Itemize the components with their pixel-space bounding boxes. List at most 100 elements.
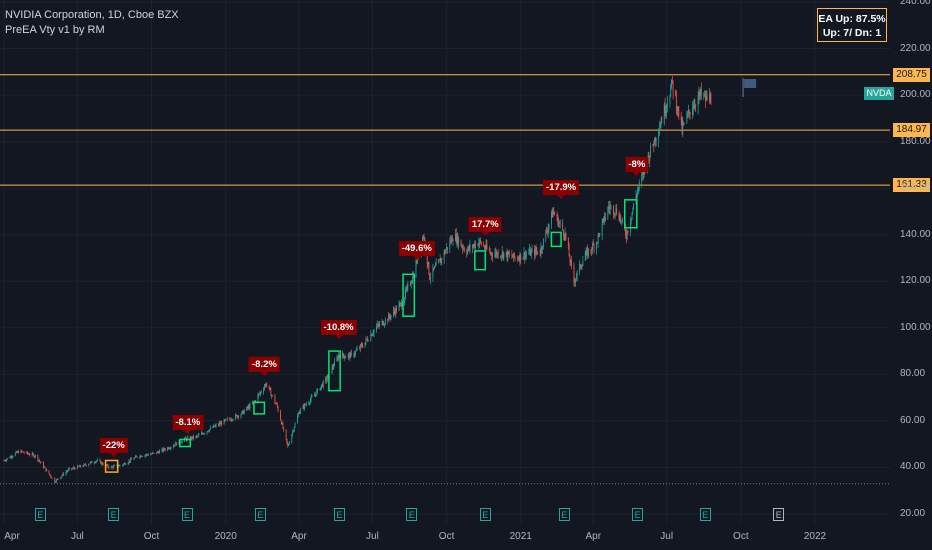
x-tick-label: Oct [438, 531, 455, 542]
candle-body [575, 279, 576, 283]
candle-body [286, 438, 288, 443]
candle-body [88, 464, 90, 466]
stats-line-2: Up: 7/ Dn: 1 [822, 27, 882, 39]
candle-body [484, 246, 485, 249]
candle-body [582, 260, 584, 266]
candle-body [184, 437, 186, 439]
candle-body [364, 342, 366, 348]
candle-body [209, 427, 211, 430]
candle-body [692, 108, 694, 110]
candle-body [50, 475, 52, 477]
candle-body [467, 246, 469, 250]
candle-body [584, 255, 586, 261]
candle-body [15, 451, 17, 454]
candle-body [531, 249, 533, 251]
candle-body [191, 437, 193, 439]
earnings-icon[interactable]: E [34, 508, 46, 521]
candle-body [293, 430, 294, 432]
candle-body [665, 111, 667, 114]
candle-body [361, 344, 363, 347]
candle-body [598, 233, 600, 235]
candle-body [558, 222, 560, 226]
candle-body [320, 386, 322, 390]
candle-body [67, 470, 69, 472]
candle-body [692, 108, 693, 115]
candle-body [489, 250, 491, 254]
candle-body [588, 249, 589, 257]
candle-body [113, 465, 115, 468]
candle-body [466, 251, 468, 254]
candle-body [68, 468, 70, 470]
candle-body [468, 246, 470, 250]
candle-body [251, 402, 253, 405]
earnings-pct-label: 17.7% [468, 217, 502, 237]
candle-body [638, 187, 639, 191]
indicator-title[interactable]: PreEA Vty v1 by RM [5, 24, 105, 36]
candle-body [48, 470, 50, 475]
candle-body [587, 249, 589, 257]
stats-box: EA Up: 87.5% Up: 7/ Dn: 1 [817, 8, 887, 42]
candle-body [271, 395, 273, 397]
candle-body [229, 418, 231, 420]
candle-body [56, 478, 58, 480]
earnings-icon[interactable]: E [333, 508, 345, 521]
candle-body [698, 92, 700, 98]
symbol-title[interactable]: NVIDIA Corporation, 1D, Cboe BZX [5, 9, 179, 21]
future-earnings-icon[interactable]: E [773, 508, 785, 521]
earnings-icon[interactable]: E [479, 508, 491, 521]
candle-body [505, 251, 507, 253]
earnings-icon[interactable]: E [181, 508, 193, 521]
candle-body [189, 437, 191, 440]
earnings-icon[interactable]: E [699, 508, 711, 521]
candle-body [112, 466, 114, 468]
candle-body [281, 423, 283, 425]
candle-body [317, 388, 319, 391]
earnings-icon[interactable]: E [558, 508, 570, 521]
candle-body [151, 453, 152, 455]
y-tick-label: 140.00 [900, 228, 931, 240]
candle-body [491, 253, 493, 256]
candle-body [596, 242, 597, 250]
candle-body [215, 424, 217, 426]
earnings-icon[interactable]: E [632, 508, 644, 521]
candle-body [597, 234, 599, 243]
candle-body [428, 262, 430, 275]
price-level-tag: 161.33 [893, 178, 930, 193]
candle-body [150, 454, 152, 456]
candle-body [294, 423, 296, 428]
candle-body [480, 241, 482, 245]
candle-body [693, 105, 695, 109]
candle-body [637, 190, 639, 196]
earnings-icon[interactable]: E [406, 508, 418, 521]
candle-body [123, 463, 125, 465]
candle-body [78, 466, 80, 468]
candle-body [451, 237, 452, 243]
candle-body [344, 357, 346, 359]
candle-body [332, 366, 334, 368]
candle-body [158, 452, 160, 454]
earnings-box [253, 401, 266, 415]
candle-body [654, 137, 656, 142]
candle-body [517, 258, 519, 260]
candle-body [349, 353, 351, 359]
candle-body [187, 437, 189, 439]
candle-body [61, 475, 63, 477]
candle-body [196, 436, 198, 437]
candle-body [688, 110, 689, 114]
candle-body [586, 249, 588, 252]
candle-body [259, 393, 260, 395]
candle-body [124, 463, 126, 465]
candle-body [401, 302, 402, 307]
candle-body [72, 468, 73, 470]
candle-body [147, 454, 149, 456]
candle-body [338, 355, 339, 360]
candle-body [477, 243, 479, 246]
candle-body [197, 436, 198, 437]
candle-body [56, 479, 57, 482]
candle-body [291, 434, 293, 443]
earnings-icon[interactable]: E [108, 508, 120, 521]
earnings-icon[interactable]: E [254, 508, 266, 521]
candle-body [51, 478, 53, 479]
candle-body [155, 452, 157, 454]
